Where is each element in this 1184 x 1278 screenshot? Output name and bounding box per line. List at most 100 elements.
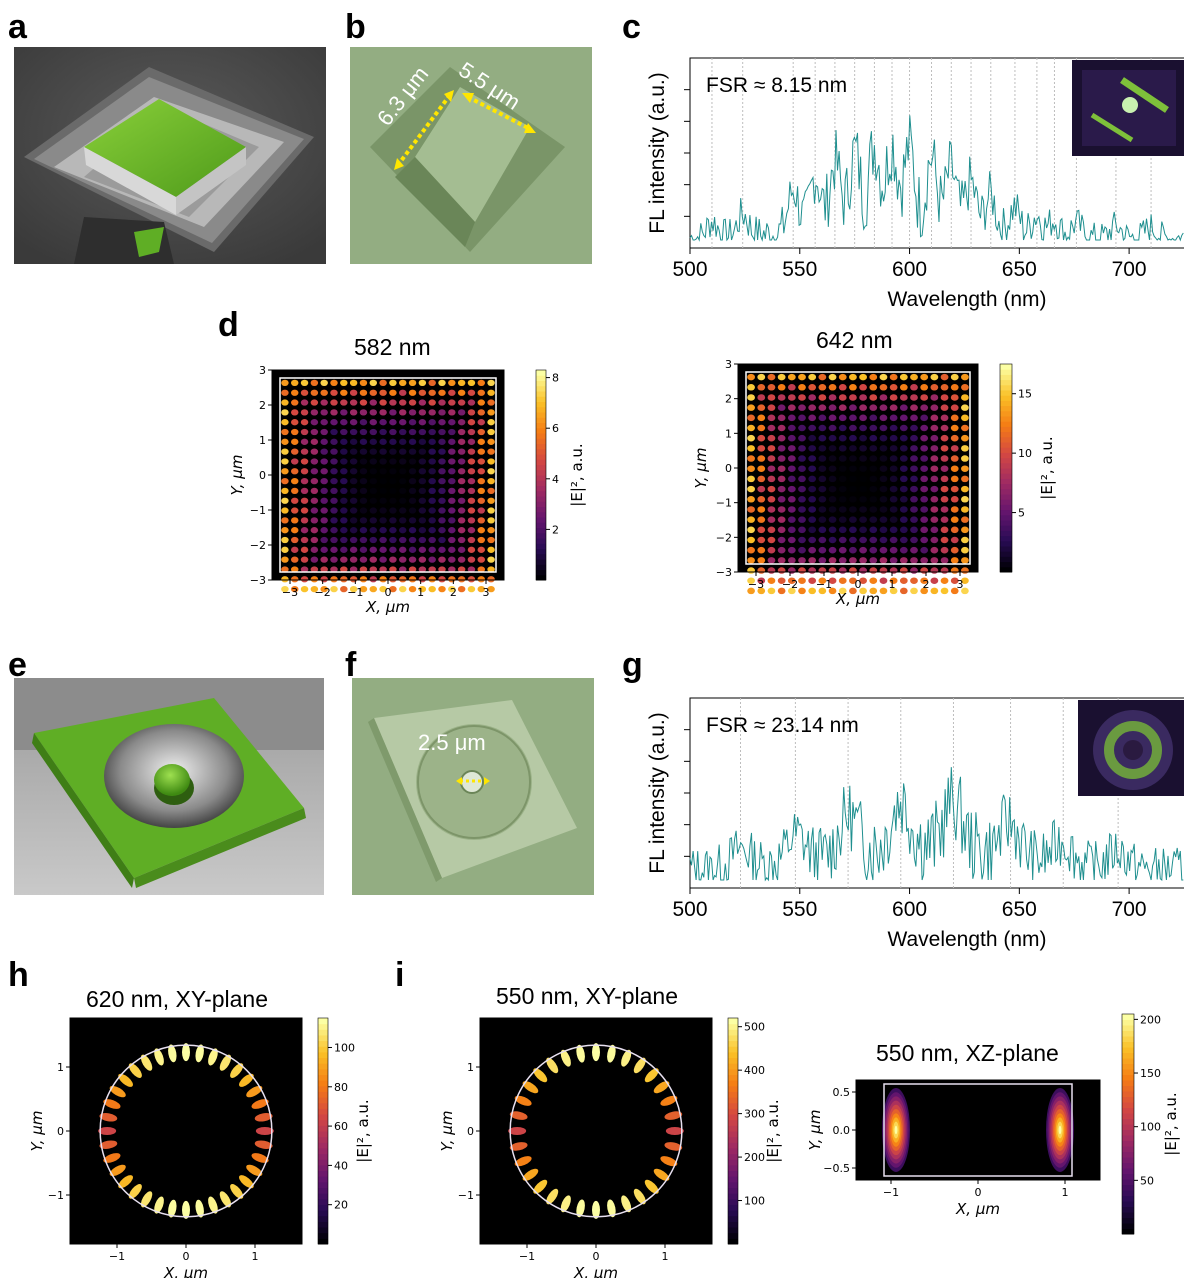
field-lobe xyxy=(818,434,827,442)
field-lobe xyxy=(787,414,796,422)
field-lobe xyxy=(757,384,766,391)
field-lobe xyxy=(767,567,776,574)
field-lobe xyxy=(467,379,476,387)
field-lobe xyxy=(320,399,328,406)
x-tick-label: 0 xyxy=(385,586,392,599)
field-lobe xyxy=(438,585,446,593)
field-lobe xyxy=(940,587,949,595)
field-lobe xyxy=(920,526,929,534)
field-lobe xyxy=(859,404,867,411)
field-lobe xyxy=(281,419,289,426)
field-lobe xyxy=(747,536,755,544)
colorbar-segment xyxy=(1000,384,1012,391)
field-lobe xyxy=(359,517,368,524)
field-lobe xyxy=(300,468,309,475)
field-lobe xyxy=(889,404,898,411)
colorbar-segment xyxy=(728,1119,738,1126)
field-lobe xyxy=(389,527,397,534)
field-lobe xyxy=(787,373,796,381)
fsr-annotation: FSR ≈ 23.14 nm xyxy=(706,714,859,737)
field-lobe xyxy=(607,1044,616,1063)
colorbar-frame xyxy=(535,369,547,581)
sem-image-disk-resonator xyxy=(14,678,324,895)
field-lobe xyxy=(140,1054,153,1071)
field-lobe xyxy=(389,556,397,563)
colorbar-segment xyxy=(318,1131,328,1138)
field-lobe xyxy=(757,577,766,584)
field-lobe xyxy=(246,1085,263,1098)
resonator-outline xyxy=(99,1044,273,1218)
field-lobe xyxy=(777,373,786,381)
colorbar-segment xyxy=(1000,379,1012,386)
field-lobe xyxy=(950,536,959,544)
colorbar-segment xyxy=(1122,1217,1134,1224)
field-lobe xyxy=(448,507,456,514)
field-lobe xyxy=(787,526,796,534)
field-lobe xyxy=(767,536,776,544)
field-lobe xyxy=(398,389,407,396)
field-lobe xyxy=(798,496,806,503)
field-lobe xyxy=(290,507,299,514)
field-lobe xyxy=(940,536,949,544)
colorbar-tick-label: 80 xyxy=(334,1081,348,1094)
field-lobe xyxy=(320,556,328,563)
field-lobe xyxy=(859,384,867,391)
field-lobe xyxy=(379,536,387,544)
field-lobe xyxy=(961,506,969,513)
field-lobe xyxy=(798,526,806,534)
field-lobe xyxy=(103,1153,121,1163)
colorbar-segment xyxy=(1000,561,1012,568)
field-lobe xyxy=(961,557,969,564)
field-lobe xyxy=(418,536,427,544)
field-lobe xyxy=(849,475,857,483)
field-lobe xyxy=(359,576,368,583)
field-lobe xyxy=(408,576,417,583)
colorbar-segment xyxy=(728,1074,738,1081)
colorbar-tick-label: 40 xyxy=(334,1159,348,1172)
y-tick-label: 0.0 xyxy=(833,1124,851,1137)
field-lobe xyxy=(418,399,427,406)
field-lobe xyxy=(950,445,959,452)
field-lobe xyxy=(920,587,929,595)
field-lobe xyxy=(592,1043,600,1062)
field-lobe xyxy=(340,438,348,445)
colorbar-segment xyxy=(1000,525,1012,531)
field-lobe xyxy=(889,536,898,544)
field-lobe xyxy=(408,477,417,485)
field-lobe xyxy=(899,526,908,534)
field-lobe xyxy=(349,399,358,406)
colorbar-segment xyxy=(318,1074,328,1081)
field-lobe xyxy=(838,485,847,493)
field-lobe xyxy=(879,577,888,584)
field-lobe xyxy=(290,536,299,544)
x-tick-label: 700 xyxy=(1112,898,1147,921)
field-lobe xyxy=(239,1073,254,1087)
field-lobe xyxy=(320,409,328,416)
field-lobe xyxy=(808,485,817,493)
field-lobe xyxy=(281,438,289,445)
field-lobe xyxy=(290,576,299,583)
field-lobe xyxy=(787,445,796,452)
field-lobe xyxy=(889,414,898,422)
field-lobe xyxy=(467,458,476,465)
field-lobe xyxy=(408,389,417,396)
field-lobe xyxy=(787,434,796,442)
field-lobe xyxy=(428,438,436,445)
x-tick-label: 1 xyxy=(1062,1186,1069,1199)
field-lobe xyxy=(818,577,827,584)
field-lobe xyxy=(869,434,878,442)
field-lobe xyxy=(961,475,969,483)
colorbar-segment xyxy=(728,1029,738,1036)
field-lobe xyxy=(369,419,378,426)
colorbar-segment xyxy=(728,1159,738,1166)
field-lobe xyxy=(428,419,436,426)
field-lobe xyxy=(777,475,786,483)
colorbar-segment xyxy=(318,1029,328,1036)
colorbar-segment xyxy=(1000,530,1012,537)
field-lobe xyxy=(961,394,969,401)
colorbar-segment xyxy=(1122,1014,1134,1020)
field-lobe xyxy=(950,567,959,574)
y-tick-label: 1 xyxy=(467,1061,474,1074)
field-lobe xyxy=(448,585,456,593)
field-lobe xyxy=(899,394,908,401)
